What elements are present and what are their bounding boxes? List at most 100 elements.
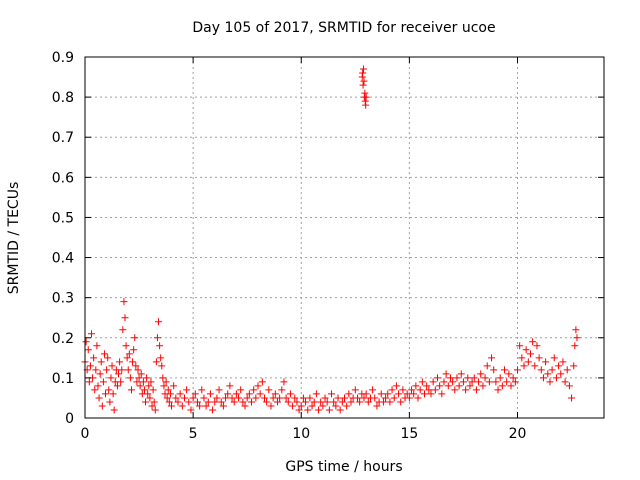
data-point [559,358,567,366]
data-point [479,382,487,390]
y-tick-label: 0.5 [52,210,74,226]
data-point [102,390,110,398]
data-point [142,398,150,406]
data-point [359,69,367,77]
data-point [269,394,277,402]
data-point [555,362,563,370]
y-tick-label: 0 [65,411,74,427]
data-point [273,398,281,406]
data-point [557,370,565,378]
data-point [477,370,485,378]
data-point [568,394,576,402]
data-point [160,382,168,390]
data-point [306,394,314,402]
y-tick-label: 0.1 [52,371,74,387]
data-point [256,390,264,398]
data-point [552,374,560,382]
data-point [356,398,364,406]
data-point [252,394,260,402]
data-point [382,394,390,402]
x-tick-label: 10 [292,426,310,442]
data-point [156,342,164,350]
data-point [405,394,413,402]
data-point [481,374,489,382]
data-point [330,398,338,406]
data-point [276,394,284,402]
data-point [202,402,210,410]
data-point [492,378,500,386]
x-axis-label: GPS time / hours [285,459,402,475]
data-point [360,77,368,85]
data-point [522,346,530,354]
data-point [191,390,199,398]
data-point [120,298,128,306]
data-point [133,378,141,386]
data-point [149,386,157,394]
data-point [466,382,474,390]
data-point [362,390,370,398]
data-point [293,398,301,406]
data-point [343,402,351,410]
data-point [490,366,498,374]
y-tick-label: 0.6 [52,170,74,186]
data-point [180,394,188,402]
data-point [440,378,448,386]
data-point [297,402,305,410]
data-point [537,366,545,374]
y-tick-label: 0.3 [52,291,74,307]
data-point [494,386,502,394]
data-point [475,378,483,386]
data-point [397,398,405,406]
data-point [334,394,342,402]
data-point [282,394,290,402]
data-point [317,398,325,406]
data-point [289,402,297,410]
x-tick-label: 5 [189,426,198,442]
data-point [351,386,359,394]
data-point [531,362,539,370]
data-point [82,338,90,346]
data-point [196,402,204,410]
data-point [319,402,327,410]
y-tick-label: 0.8 [52,90,74,106]
x-tick-label: 0 [81,426,90,442]
data-point [87,330,95,338]
data-point [107,374,115,382]
data-point [455,382,463,390]
data-point [509,374,517,382]
data-point [155,318,163,326]
data-point [514,366,521,374]
data-point [85,378,93,386]
data-point [321,394,329,402]
data-point [237,386,245,394]
data-point [263,398,271,406]
data-point [483,362,491,370]
data-point [258,378,266,386]
data-point [464,374,472,382]
data-point [278,386,286,394]
data-point [427,390,435,398]
data-point [416,386,424,394]
data-point [117,378,125,386]
data-point [170,382,178,390]
data-point [544,370,552,378]
plot-frame [84,56,605,419]
data-point [308,402,316,410]
data-point [338,398,346,406]
data-point [168,402,175,410]
data-point [386,398,394,406]
data-point [505,370,513,378]
data-point [174,398,182,406]
x-tick-label: 15 [400,426,418,442]
x-tick-label: 20 [509,426,527,442]
data-point [442,370,450,378]
data-point [113,382,121,390]
data-point [254,382,262,390]
data-point [518,354,526,362]
data-point [147,378,155,386]
data-point [176,390,184,398]
y-tick-label: 0.2 [52,331,74,347]
data-point [164,386,172,394]
data-point [228,394,236,402]
data-point [213,394,221,402]
